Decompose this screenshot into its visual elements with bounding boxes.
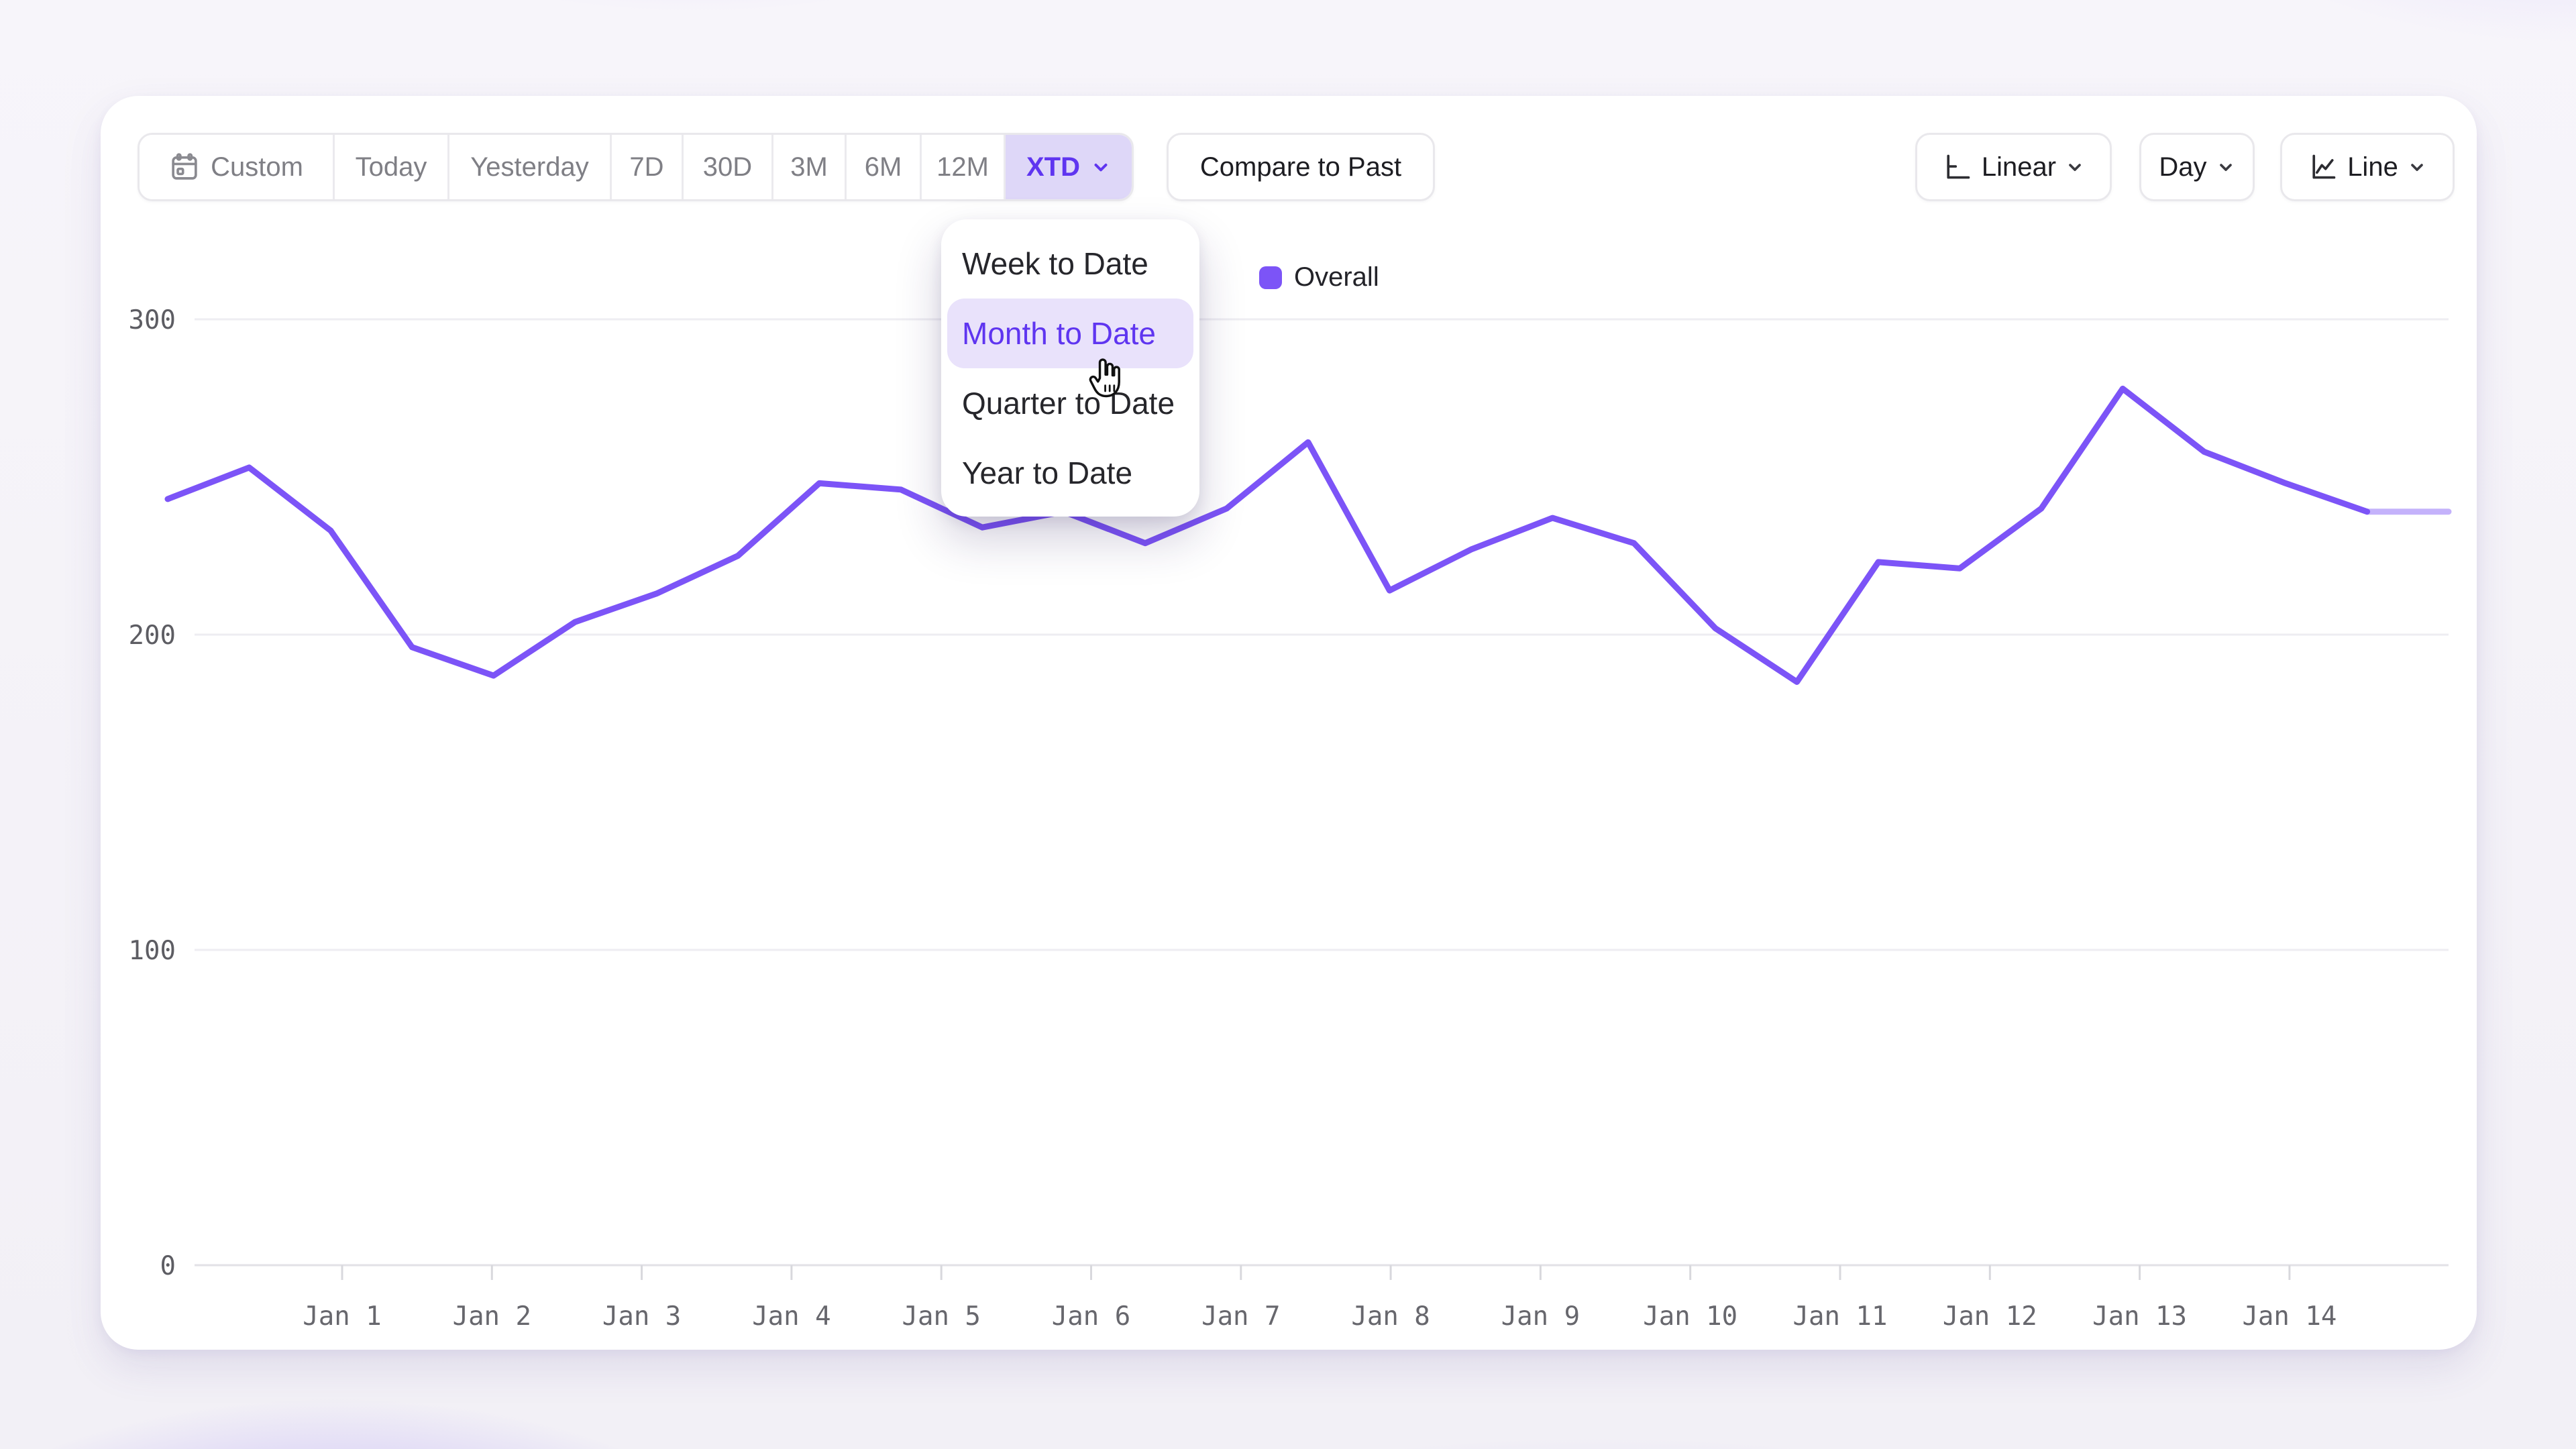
preset-label: 6M — [864, 152, 902, 182]
menu-item-label: Week to Date — [962, 246, 1148, 281]
chart-legend: Overall — [1259, 262, 1379, 292]
preset-label: 7D — [629, 152, 664, 182]
x-tick-label: Jan 9 — [1501, 1301, 1580, 1332]
y-tick-label: 200 — [129, 621, 176, 651]
preset-today-button[interactable]: Today — [333, 135, 447, 199]
granularity-label: Day — [2159, 152, 2207, 182]
preset-label: 3M — [790, 152, 828, 182]
menu-item-month-to-date[interactable]: Month to Date — [947, 299, 1193, 368]
scale-label: Linear — [1981, 152, 2057, 182]
xtd-dropdown-menu: Week to Date Month to Date Quarter to Da… — [941, 219, 1199, 517]
x-tick-label: Jan 6 — [1052, 1301, 1130, 1332]
menu-item-label: Year to Date — [962, 455, 1133, 490]
legend-label-overall: Overall — [1294, 262, 1379, 292]
x-tick-label: Jan 8 — [1351, 1301, 1430, 1332]
menu-item-quarter-to-date[interactable]: Quarter to Date — [947, 368, 1193, 438]
x-tick-label: Jan 2 — [453, 1301, 531, 1332]
compare-to-past-button[interactable]: Compare to Past — [1167, 133, 1435, 201]
preset-custom-button[interactable]: Custom — [140, 135, 333, 199]
x-tick-label: Jan 4 — [752, 1301, 830, 1332]
menu-item-year-to-date[interactable]: Year to Date — [947, 438, 1193, 508]
preset-7d-button[interactable]: 7D — [610, 135, 682, 199]
preset-label: XTD — [1026, 152, 1080, 182]
x-tick-label: Jan 12 — [1943, 1301, 2037, 1332]
chevron-down-icon — [2408, 158, 2426, 176]
preset-3m-button[interactable]: 3M — [771, 135, 845, 199]
preset-label: Yesterday — [470, 152, 589, 182]
x-tick-label: Jan 10 — [1643, 1301, 1737, 1332]
preset-label: Custom — [211, 152, 303, 182]
chevron-down-icon — [2216, 158, 2235, 176]
x-tick-label: Jan 3 — [602, 1301, 681, 1332]
preset-xtd-button[interactable]: XTD — [1004, 135, 1132, 199]
dashboard-card: Custom Today Yesterday 7D 30D 3M 6M 12M … — [101, 96, 2477, 1350]
x-tick-label: Jan 13 — [2092, 1301, 2187, 1332]
menu-item-label: Quarter to Date — [962, 386, 1175, 421]
preset-label: 12M — [936, 152, 989, 182]
x-tick-label: Jan 7 — [1201, 1301, 1280, 1332]
axis-icon — [1943, 152, 1972, 182]
chevron-down-icon — [2065, 158, 2084, 176]
y-tick-label: 300 — [129, 305, 176, 335]
y-tick-label: 100 — [129, 936, 176, 966]
preset-6m-button[interactable]: 6M — [845, 135, 920, 199]
menu-item-week-to-date[interactable]: Week to Date — [947, 229, 1193, 299]
hand-pointer-cursor — [1082, 355, 1128, 407]
menu-item-label: Month to Date — [962, 316, 1156, 351]
y-tick-label: 0 — [160, 1251, 176, 1281]
granularity-select-button[interactable]: Day — [2139, 133, 2255, 201]
calendar-icon — [169, 152, 200, 182]
chart-type-label: Line — [2347, 152, 2398, 182]
scale-select-button[interactable]: Linear — [1915, 133, 2112, 201]
x-tick-label: Jan 5 — [902, 1301, 980, 1332]
preset-12m-button[interactable]: 12M — [920, 135, 1004, 199]
series-line-overall — [164, 385, 2371, 685]
x-tick-label: Jan 1 — [303, 1301, 381, 1332]
preset-label: 30D — [702, 152, 753, 182]
compare-to-past-label: Compare to Past — [1199, 152, 1402, 182]
preset-label: Today — [355, 152, 427, 182]
chevron-down-icon — [1091, 157, 1111, 177]
x-tick-label: Jan 11 — [1793, 1301, 1888, 1332]
legend-swatch-overall — [1259, 266, 1282, 289]
preset-yesterday-button[interactable]: Yesterday — [447, 135, 610, 199]
x-tick-label: Jan 14 — [2242, 1301, 2337, 1332]
date-range-preset-group: Custom Today Yesterday 7D 30D 3M 6M 12M … — [138, 133, 1134, 201]
chart-type-select-button[interactable]: Line — [2280, 133, 2455, 201]
preset-30d-button[interactable]: 30D — [682, 135, 771, 199]
line-chart-icon — [2308, 152, 2338, 182]
